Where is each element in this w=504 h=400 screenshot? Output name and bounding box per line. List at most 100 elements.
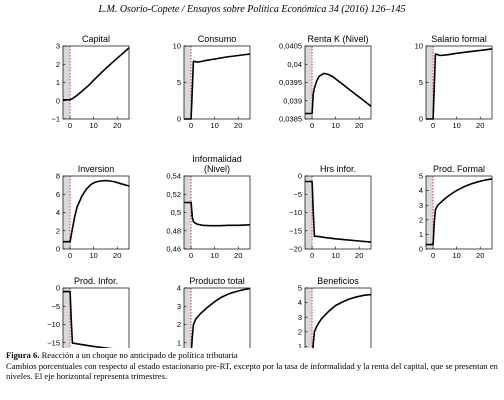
y-tick-label: 0 bbox=[177, 115, 181, 124]
series-line bbox=[184, 53, 251, 120]
pre-shock-shade bbox=[63, 46, 71, 119]
y-tick-label: 0,0385 bbox=[279, 115, 302, 124]
y-tick-label: 0,039 bbox=[283, 96, 302, 105]
panel-inversion: Inversion 0 2 4 6 8 0 10 20 bbox=[56, 164, 130, 260]
x-tick-label: 20 bbox=[113, 251, 121, 260]
y-tick-label: 10 bbox=[415, 42, 423, 51]
y-tick-label: 0,54 bbox=[166, 172, 181, 181]
panel-salario-formal: Salario formal 0 5 10 0 10 20 bbox=[415, 34, 493, 130]
caption-note: Cambios porcentuales con respecto al est… bbox=[6, 360, 498, 382]
y-tick-label: 5 bbox=[298, 284, 302, 293]
panel-prod-formal: Prod. Formal 0 1 2 3 4 5 0 10 20 bbox=[419, 164, 493, 260]
y-tick-label: −1 bbox=[51, 115, 60, 124]
x-tick-label: 10 bbox=[331, 121, 339, 130]
x-tick-label: 10 bbox=[452, 121, 460, 130]
y-tick-label: 0,04 bbox=[287, 60, 302, 69]
pre-shock-shade bbox=[305, 46, 313, 119]
pre-shock-shade bbox=[426, 46, 434, 119]
y-tick-label: −15 bbox=[47, 338, 60, 347]
y-tick-label: −15 bbox=[289, 226, 302, 235]
axes-frame bbox=[62, 175, 130, 250]
y-tick-label: 0,5 bbox=[171, 208, 181, 217]
y-tick-label: 1 bbox=[298, 342, 302, 348]
y-tick-label: 0 bbox=[419, 115, 423, 124]
axes-frame bbox=[304, 287, 372, 348]
y-tick-label: 1 bbox=[56, 78, 60, 87]
x-tick-label: 0 bbox=[310, 251, 314, 260]
x-tick-label: 0 bbox=[68, 121, 72, 130]
y-tick-label: 0,48 bbox=[166, 226, 181, 235]
panel-title: Consumo bbox=[198, 34, 237, 44]
axes-frame bbox=[183, 45, 251, 120]
panel-title: Producto total bbox=[189, 276, 245, 286]
pre-shock-shade bbox=[305, 288, 313, 348]
x-tick-label: 10 bbox=[331, 251, 339, 260]
y-tick-label: 8 bbox=[56, 172, 60, 181]
pre-shock-shade bbox=[426, 176, 434, 249]
series-line bbox=[312, 293, 372, 348]
axes-frame bbox=[183, 175, 251, 250]
panel-title: Capital bbox=[82, 34, 110, 44]
panel-title: Informalidad bbox=[192, 154, 242, 164]
panel-consumo: Consumo 0 5 10 0 10 20 bbox=[173, 34, 251, 130]
y-tick-label: 4 bbox=[419, 186, 423, 195]
x-tick-label: 20 bbox=[234, 121, 242, 130]
y-tick-label: 0 bbox=[56, 96, 60, 105]
series-line bbox=[305, 72, 372, 115]
x-tick-label: 0 bbox=[68, 251, 72, 260]
panel-title: Salario formal bbox=[431, 34, 487, 44]
x-tick-label: 20 bbox=[355, 251, 363, 260]
x-tick-label: 0 bbox=[431, 251, 435, 260]
y-tick-label: 1 bbox=[419, 230, 423, 239]
series-line bbox=[190, 287, 251, 348]
axes-frame bbox=[304, 175, 372, 250]
y-tick-label: 0,0405 bbox=[279, 42, 302, 51]
y-tick-label: 2 bbox=[298, 327, 302, 336]
pre-shock-shade bbox=[184, 176, 192, 249]
x-tick-label: 10 bbox=[452, 251, 460, 260]
caption-title: Reacción a un choque no anticipado de po… bbox=[41, 350, 238, 360]
y-tick-label: 2 bbox=[56, 226, 60, 235]
figure-caption: Figura 6. Reacción a un choque no antici… bbox=[6, 350, 500, 382]
y-tick-label: 3 bbox=[177, 302, 181, 311]
x-tick-label: 20 bbox=[355, 121, 363, 130]
y-tick-label: 6 bbox=[56, 190, 60, 199]
panel-hrs-infor: Hrs infor. −20 −15 −10 −5 0 0 10 20 bbox=[289, 164, 372, 260]
x-tick-label: 0 bbox=[431, 121, 435, 130]
pre-shock-shade bbox=[305, 176, 313, 249]
x-tick-label: 0 bbox=[189, 251, 193, 260]
y-tick-label: 3 bbox=[419, 201, 423, 210]
series-line bbox=[305, 180, 372, 243]
y-tick-label: 0 bbox=[56, 245, 60, 254]
x-tick-label: 20 bbox=[234, 251, 242, 260]
y-tick-label: 0 bbox=[56, 284, 60, 293]
pre-shock-shade bbox=[184, 46, 192, 119]
series-line bbox=[426, 178, 493, 246]
y-tick-label: 4 bbox=[177, 284, 181, 293]
caption-label: Figura 6. bbox=[6, 350, 40, 360]
journal-header: L.M. Osorio-Copete / Ensayos sobre Polít… bbox=[98, 4, 406, 15]
y-tick-label: 2 bbox=[56, 60, 60, 69]
panel-title: Prod. Formal bbox=[433, 164, 485, 174]
panel-beneficios: Beneficios01234501020 bbox=[298, 276, 372, 348]
panel-title: Renta K (Nivel) bbox=[307, 34, 368, 44]
y-tick-label: 0 bbox=[298, 172, 302, 181]
panel-title: Prod. Infor. bbox=[74, 276, 118, 286]
series-line bbox=[63, 47, 130, 101]
y-tick-label: 4 bbox=[56, 208, 60, 217]
y-tick-label: 4 bbox=[298, 298, 302, 307]
x-tick-label: 10 bbox=[89, 121, 97, 130]
y-tick-label: −10 bbox=[47, 320, 60, 329]
y-tick-label: 2 bbox=[419, 215, 423, 224]
axes-frame bbox=[425, 175, 493, 250]
x-tick-label: 10 bbox=[210, 121, 218, 130]
y-tick-label: 0,0395 bbox=[279, 78, 302, 87]
y-tick-label: 5 bbox=[177, 78, 181, 87]
y-tick-label: 3 bbox=[298, 313, 302, 322]
y-tick-label: 0,46 bbox=[166, 245, 181, 254]
axes-frame bbox=[304, 45, 372, 120]
x-tick-label: 20 bbox=[113, 121, 121, 130]
y-tick-label: −5 bbox=[51, 302, 60, 311]
